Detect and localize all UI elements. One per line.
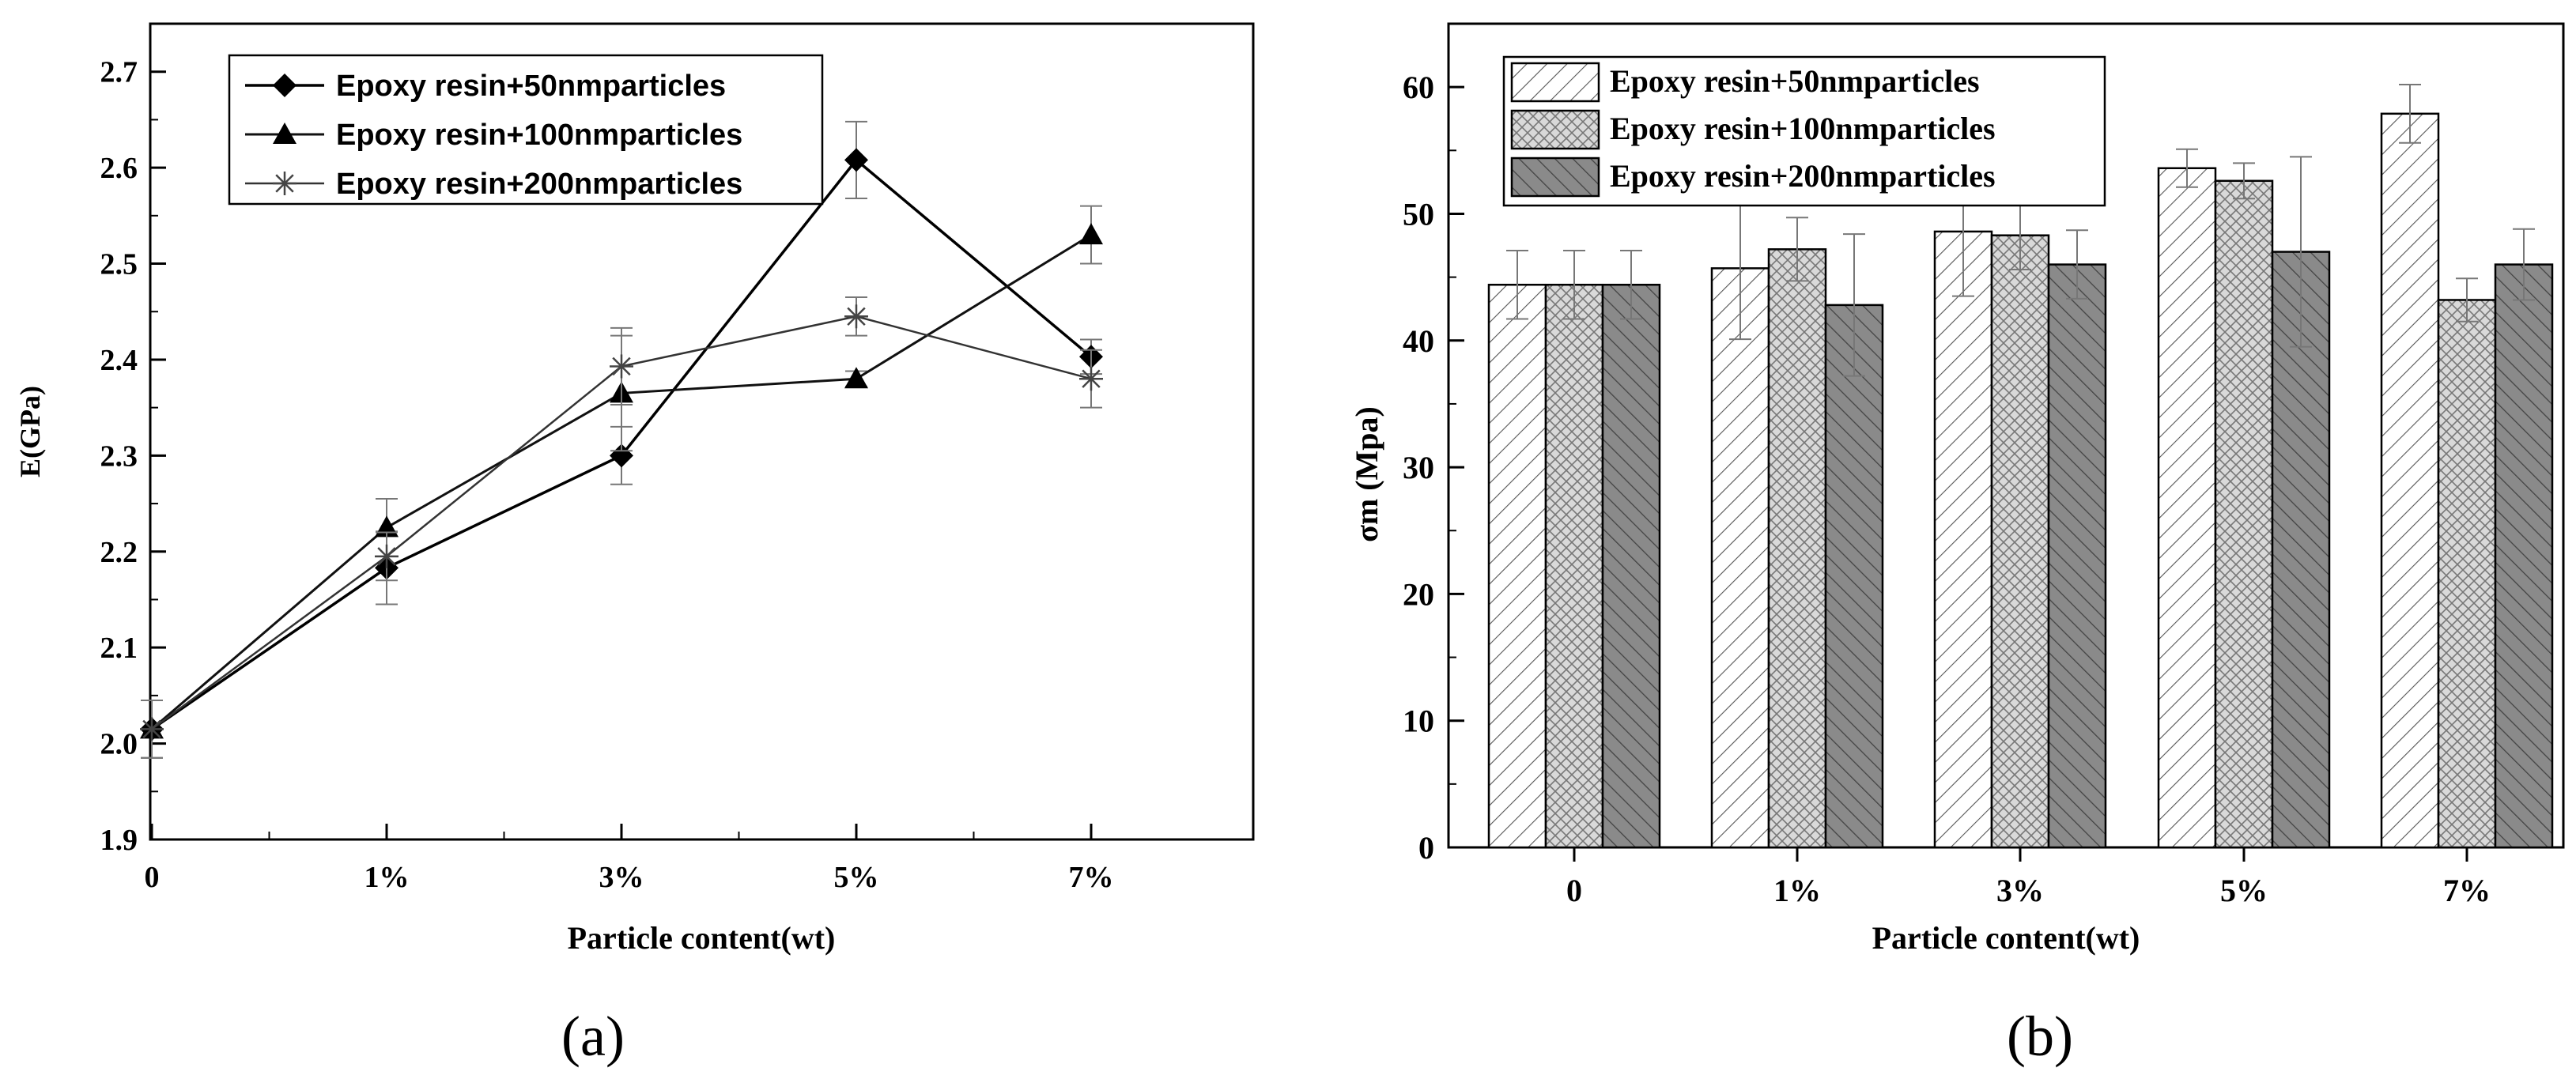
marker-a-star [375,544,398,568]
y-tick-label-a: 1.9 [100,824,138,857]
bar-b [2271,251,2331,849]
panel-label-b: (b) [2007,1005,2073,1068]
panel-label-a: (a) [561,1005,625,1068]
y-tick-label-b: 10 [1403,704,1434,739]
x-tick-label-a: 3% [599,861,644,894]
legend-marker-a-triangle [273,123,297,144]
y-tick-label-a: 2.7 [100,56,138,89]
x-axis-title-a: Particle content(wt) [568,920,836,956]
x-tick-label-b: 3% [1996,873,2044,908]
y-tick-label-b: 50 [1403,196,1434,232]
marker-a-star [1079,367,1103,391]
bar-b [2437,299,2497,849]
bar-b [1824,304,1884,849]
legend-swatch-b [1510,157,1600,198]
star-stroke [847,307,866,326]
y-ticks-b: 0 10 20 30 40 50 60 [1403,70,1464,866]
marker-a-star [140,717,164,741]
x-tick-label-b: 0 [1566,873,1582,908]
y-tick-label-a: 2.4 [100,344,138,377]
legend-swatch-b [1510,109,1600,150]
y-tick-label-b: 20 [1403,576,1434,612]
y-axis-title-a: E(GPa) [14,386,46,477]
panel-a: 1.9 2.0 2.1 2.2 2.3 2.4 2.5 2.6 2.7 0 1% 3% 5% 7% E(… [14,22,1255,1068]
y-tick-label-a: 2.0 [100,728,138,761]
x-tick-label-a: 0 [145,861,160,894]
y-tick-label-b: 60 [1403,70,1434,105]
bar-b [1990,234,2050,849]
series-a-3 [140,296,1103,759]
bar-b [2157,167,2217,849]
y-tick-label-b: 30 [1403,450,1434,485]
x-tick-label-b: 7% [2443,873,2491,908]
star-stroke [275,174,294,193]
bar-b [1767,248,1827,849]
legend-b: Epoxy resin+50nmparticles Epoxy resin+100… [1502,55,2106,207]
y-tick-label-b: 0 [1418,830,1434,866]
y-axis-title-b-text: σm (Mpa) [1349,406,1384,542]
marker-a-triangle [844,367,868,389]
bars-b [1487,83,2554,849]
y-ticks-a: 1.9 2.0 2.1 2.2 2.3 2.4 2.5 2.6 2.7 [100,56,166,857]
panel-b: 0 10 20 30 40 50 60 0 1% 3% 5% 7% σm (Mpa) Particl… [1349,22,2565,1068]
star-stroke [377,547,396,566]
x-ticks-b: 0 1% 3% 5% 7% [1566,847,2491,908]
bar-b [2047,263,2107,849]
legend-box-a [228,54,824,206]
legend-marker-a-diamond [273,74,297,97]
legend-label-a: Epoxy resin+100nmparticles [336,119,742,152]
bar-b [1933,230,1993,849]
bar-b [2494,263,2554,849]
x-tick-label-a: 5% [834,861,879,894]
star-stroke [1082,369,1101,388]
bar-b [1544,283,1604,849]
bar-b [2380,112,2440,849]
x-axis-title-b: Particle content(wt) [1872,920,2140,956]
bar-b [2214,179,2274,849]
x-tick-label-b: 5% [2220,873,2268,908]
x-tick-label-a: 1% [364,861,410,894]
marker-a-diamond [844,148,868,172]
bar-series-b-2 [1544,162,2497,849]
marker-a-star [610,354,633,379]
marker-a-diamond [610,443,633,468]
x-tick-label-b: 1% [1773,873,1821,908]
bar-b [1487,283,1547,849]
star-stroke [612,357,631,376]
legend-label-a: Epoxy resin+200nmparticles [336,168,742,201]
legend-swatch-b [1510,62,1600,103]
series-a [140,120,1103,759]
legend-label-b: Epoxy resin+100nmparticles [1610,111,1996,146]
legend-box-b [1502,55,2106,207]
y-tick-label-a: 2.1 [100,632,138,665]
x-ticks-a: 0 1% 3% 5% 7% [145,824,1114,894]
bar-b [1601,283,1661,849]
y-tick-label-a: 2.2 [100,536,138,569]
y-tick-label-a: 2.5 [100,248,138,281]
plot-frame-a [149,22,1255,841]
star-stroke [142,719,161,739]
bar-series-b-3 [1601,156,2554,849]
marker-a-triangle [1079,223,1103,245]
legend-label-b: Epoxy resin+200nmparticles [1610,158,1996,194]
marker-a-star [844,304,868,329]
legend-label-a: Epoxy resin+50nmparticles [336,70,726,103]
y-tick-label-a: 2.6 [100,152,138,185]
y-tick-label-b: 40 [1403,323,1434,359]
bar-b [1710,267,1770,849]
y-tick-label-a: 2.3 [100,440,138,473]
bar-series-b-1 [1487,83,2440,849]
legend-marker-a-star [273,172,297,195]
legend-a: Epoxy resin+50nmparticles Epoxy resin+100… [228,54,824,206]
x-tick-label-a: 7% [1069,861,1114,894]
legend-label-b: Epoxy resin+50nmparticles [1610,63,1980,99]
y-axis-title-b: σm (Mpa) [1349,406,1384,542]
